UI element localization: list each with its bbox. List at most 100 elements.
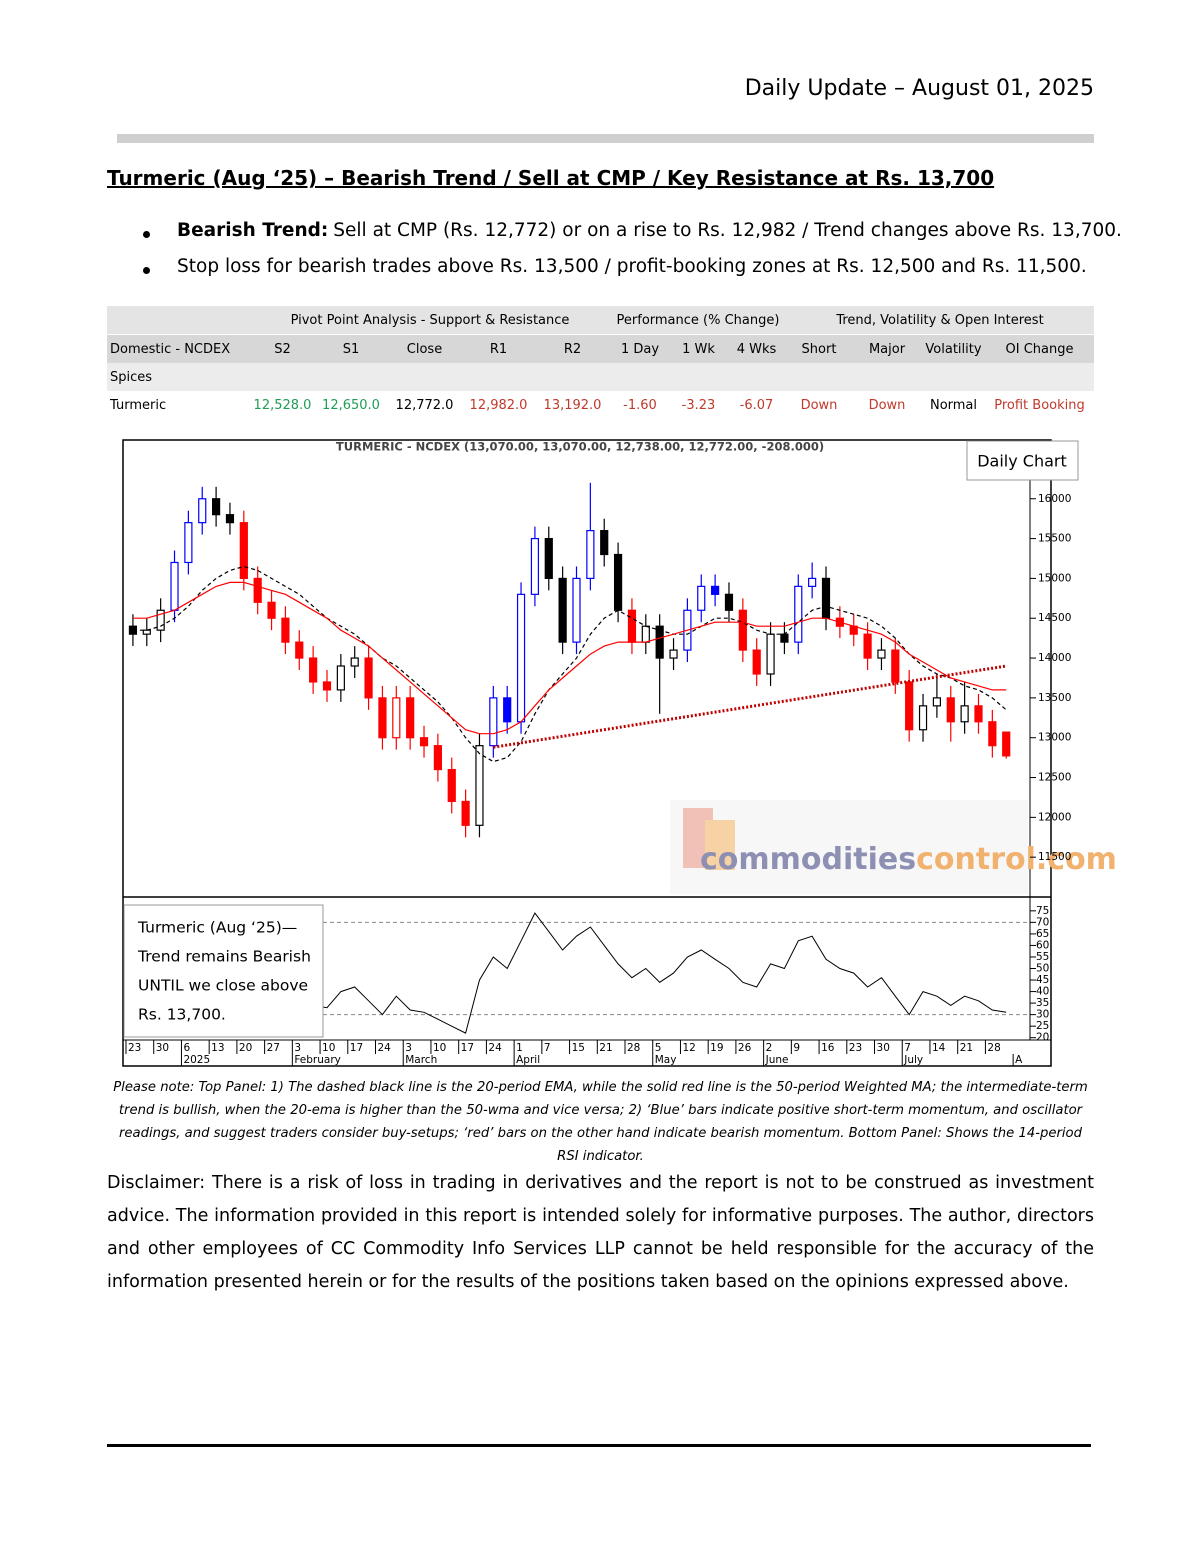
candle-body	[808, 577, 817, 587]
bullet-text: Sell at CMP (Rs. 12,772) or on a rise to…	[333, 220, 1122, 241]
candle-body	[142, 629, 151, 635]
candle-body	[530, 537, 540, 595]
section-row: Spices	[107, 363, 1094, 391]
x-tick-label: 17	[350, 1042, 363, 1054]
rsi-tick-label: 25	[1036, 1020, 1049, 1032]
wma-line	[132, 581, 1007, 735]
table-cell: 12,982.0	[469, 397, 528, 413]
rsi-tick-label: 50	[1036, 963, 1049, 975]
candle-body	[905, 681, 914, 731]
x-tick-label: 6	[183, 1042, 190, 1054]
bullet-label: Bearish Trend:	[177, 220, 329, 241]
candle-body	[572, 577, 581, 643]
chart: commoditiescontrol.com TURMERIC - NCDEX …	[122, 439, 1117, 1067]
rsi-tick-label: 45	[1036, 974, 1049, 986]
table-cell: 13,192.0	[543, 397, 602, 413]
rsi-tick-label: 35	[1036, 997, 1049, 1009]
x-tick-label: 30	[156, 1042, 169, 1054]
candle-body	[336, 665, 345, 691]
month-label: 2025	[183, 1054, 210, 1066]
candle-body	[295, 641, 304, 659]
month-label: June	[765, 1054, 789, 1066]
table-cell: -3.23	[681, 397, 716, 413]
column-header: OI Change	[985, 334, 1094, 363]
candle-body	[918, 705, 928, 731]
x-tick-label: 3	[405, 1042, 412, 1054]
x-tick-label: 21	[599, 1042, 612, 1054]
candle-body	[322, 681, 332, 691]
month-label: May	[655, 1054, 677, 1066]
y-tick-label: 12500	[1038, 772, 1071, 784]
candle-body	[156, 609, 165, 631]
candle-body	[503, 697, 512, 723]
month-label: July	[903, 1054, 923, 1066]
candle-body	[281, 617, 290, 643]
annotation: Trend remains Bearish	[137, 948, 311, 966]
section-label: Spices	[107, 363, 1094, 391]
x-tick-label: 10	[322, 1042, 335, 1054]
label-box	[966, 440, 1079, 481]
y-tick-label: 11500	[1038, 851, 1071, 863]
candle-body	[433, 745, 442, 771]
x-tick-label: 5	[655, 1042, 662, 1054]
candle-body	[558, 577, 567, 643]
candle-body	[309, 657, 318, 683]
candle-body	[988, 721, 997, 747]
rsi-tick-label: 65	[1036, 928, 1049, 940]
x-tick-label: 7	[904, 1042, 911, 1054]
candle-body	[877, 649, 886, 659]
candle-body	[461, 800, 470, 826]
candle-body	[406, 697, 415, 739]
column-header: 1 Wk	[670, 334, 727, 363]
x-tick-label: 20	[239, 1042, 252, 1054]
bullet: Stop loss for bearish trades above Rs. 1…	[140, 256, 1122, 292]
x-tick-label: 24	[488, 1042, 502, 1054]
month-label: April	[516, 1054, 540, 1066]
candle-body	[586, 530, 595, 580]
candle-body	[267, 601, 276, 619]
column-header: Volatility	[922, 334, 985, 363]
table-cell: 12,772.0	[395, 397, 454, 413]
plot-area: 16000 15500 15000 14500 14000 13500 13000 12500…	[125, 482, 1071, 1066]
watermark-part: commodities	[700, 842, 916, 877]
chart-note: Please note: Top Panel: 1) The dashed bl…	[113, 1080, 1088, 1164]
column-header: 1 Day	[610, 334, 670, 363]
rsi-tick-label: 30	[1036, 1009, 1049, 1021]
annotation-box	[123, 904, 324, 1038]
candle-body	[184, 522, 193, 564]
table-cell: Turmeric	[110, 397, 167, 413]
candle-body	[641, 625, 650, 643]
annotation: UNTIL we close above	[138, 977, 308, 995]
x-tick-label: 24	[378, 1042, 392, 1054]
candle-body	[627, 609, 637, 643]
candle-body	[946, 697, 955, 723]
x-tick-label: 12	[682, 1042, 695, 1054]
candle-body	[364, 657, 373, 699]
x-tick-label: 15	[572, 1042, 585, 1054]
x-tick-label: 16	[821, 1042, 835, 1054]
chart-title: TURMERIC - NCDEX (13,070.00, 13,070.00, …	[336, 440, 824, 454]
candle-body	[863, 633, 872, 659]
y-tick-label: 14000	[1038, 652, 1071, 664]
watermark-logo	[705, 820, 735, 870]
candle-body	[711, 585, 720, 595]
footer-rule	[107, 1444, 1091, 1447]
group-header: Performance (% Change)	[610, 306, 786, 335]
y-tick-label: 15000	[1038, 572, 1071, 584]
candle-body	[960, 705, 969, 723]
disclaimer: Disclaimer: There is a risk of loss in t…	[107, 1173, 1094, 1292]
candle-body	[974, 705, 983, 723]
x-tick-label: 1	[516, 1042, 523, 1054]
y-tick-label: 16000	[1038, 493, 1071, 505]
candle-body	[378, 697, 387, 739]
column-header: R2	[535, 334, 610, 363]
x-tick-label: 10	[433, 1042, 446, 1054]
y-tick-label: 12000	[1038, 811, 1071, 823]
candle-body	[794, 585, 803, 643]
candle-body	[544, 537, 553, 580]
x-tick-label: 19	[710, 1042, 723, 1054]
month-label: February	[294, 1054, 341, 1066]
candle-body	[239, 522, 248, 580]
rsi-tick-label: 70	[1036, 916, 1049, 928]
